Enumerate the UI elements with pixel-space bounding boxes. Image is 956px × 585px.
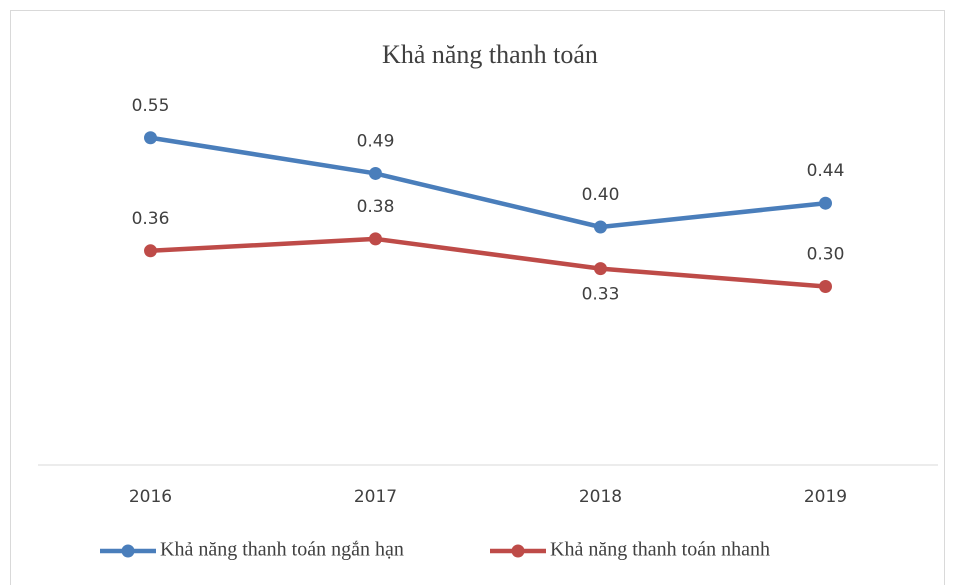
data-label: 0.36: [132, 209, 170, 229]
data-label: 0.30: [807, 245, 845, 265]
marker: [369, 166, 382, 180]
x-tick-label: 2016: [129, 487, 172, 507]
data-label: 0.40: [582, 185, 620, 205]
line: [150, 135, 826, 230]
data-label: 0.44: [807, 161, 845, 181]
marker: [819, 280, 832, 293]
legend-marker: [121, 544, 135, 558]
marker: [369, 232, 382, 246]
data-label: 0.55: [132, 96, 170, 116]
x-tick-label: 2019: [804, 487, 847, 507]
chart-frame: [10, 10, 945, 585]
marker: [594, 220, 607, 234]
x-tick-label: 2018: [579, 487, 622, 507]
legend-label: Khả năng thanh toán ngắn hạn: [160, 539, 404, 561]
legend-marker: [511, 544, 525, 558]
line: [150, 236, 826, 289]
marker: [819, 196, 832, 210]
marker: [144, 131, 157, 145]
legend-label: Khả năng thanh toán nhanh: [550, 539, 770, 561]
marker: [594, 262, 607, 276]
chart-title: Khả năng thanh toán: [382, 40, 598, 69]
data-label: 0.49: [357, 131, 395, 151]
x-tick-label: 2017: [354, 487, 397, 507]
marker: [144, 244, 157, 258]
data-label: 0.38: [357, 197, 395, 217]
data-label: 0.33: [582, 285, 620, 305]
